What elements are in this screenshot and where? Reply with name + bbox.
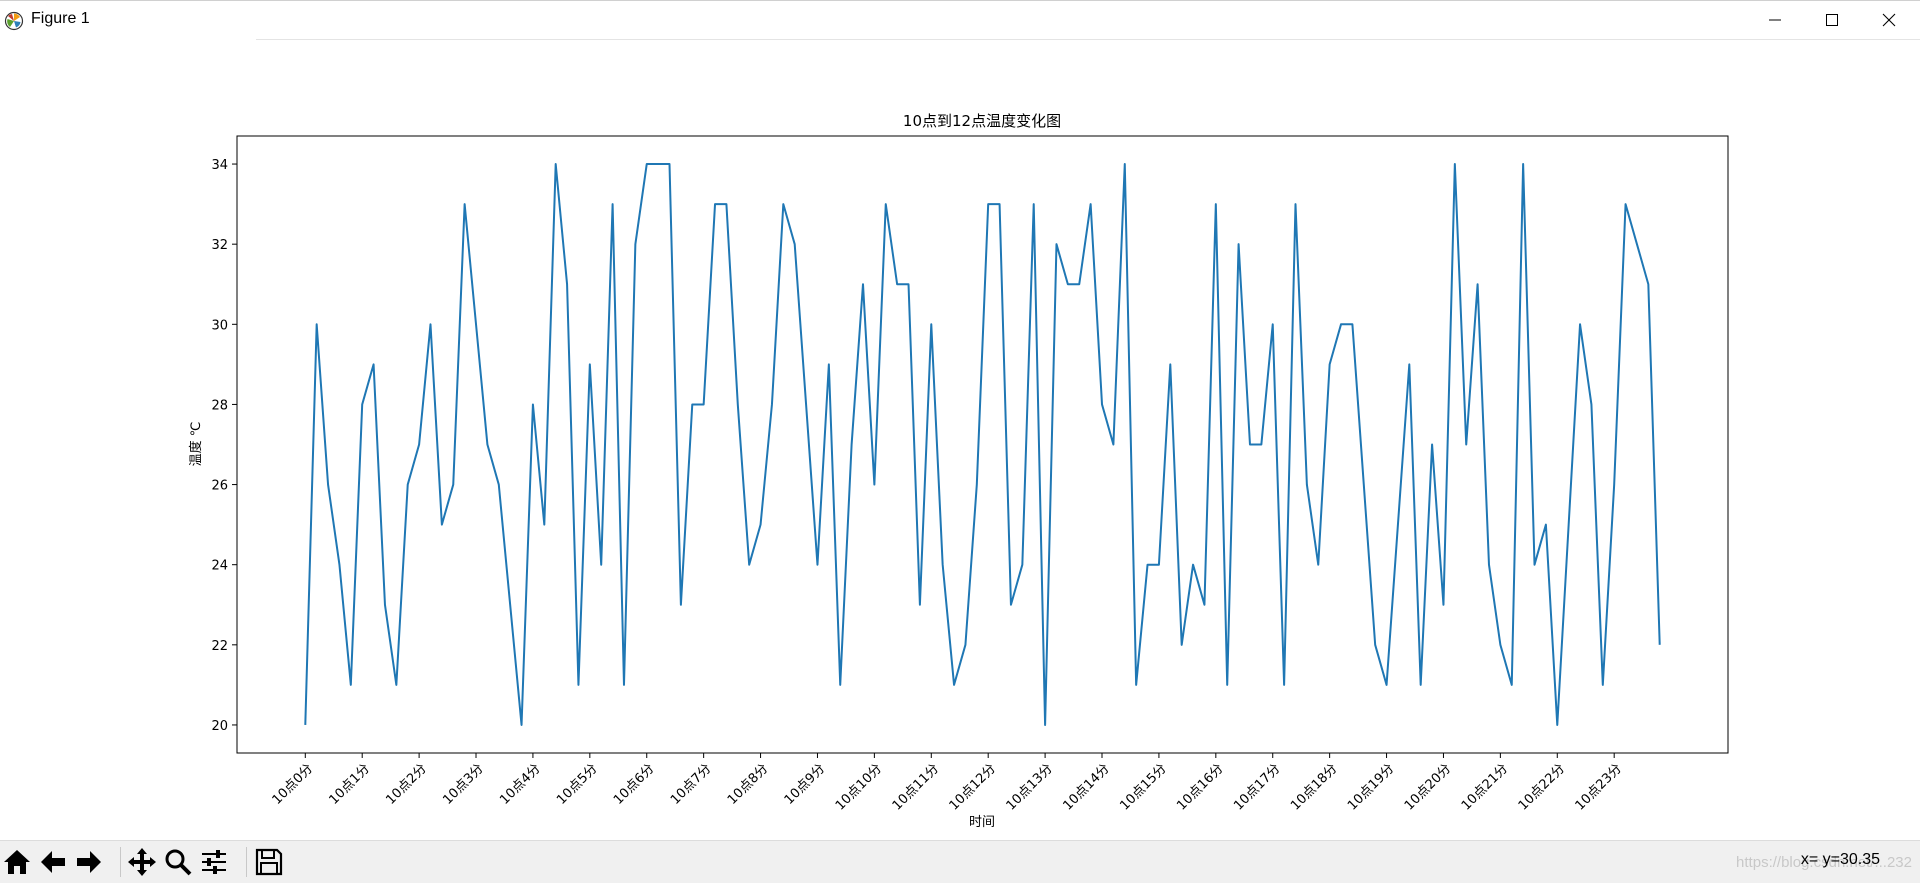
coordinate-readout: x= y=30.35 [1800,851,1880,868]
y-tick-label: 28 [211,398,228,413]
home-icon [4,850,30,874]
x-tick-label: 10点16分 [1174,761,1226,813]
x-tick-label: 10点8分 [725,761,772,808]
x-axis: 10点0分 10点1分 10点2分 10点3分 10点4分 10点5分 10点6分 10点7分… [270,753,1625,814]
x-tick-label: 10点20分 [1402,761,1454,813]
chart-title: 10点到12点温度变化图 [903,112,1061,130]
x-tick-label: 10点17分 [1231,761,1283,813]
y-tick-label: 30 [211,318,228,333]
close-icon [1882,13,1896,27]
home-button[interactable] [0,845,34,879]
x-tick-label: 10点22分 [1516,761,1568,813]
configure-subplots-button[interactable] [197,845,231,879]
x-axis-label: 时间 [969,815,995,830]
window-title: Figure 1 [31,10,90,27]
forward-button[interactable] [72,845,106,879]
save-button[interactable] [252,845,286,879]
pan-button[interactable] [125,845,159,879]
y-tick-label: 22 [211,639,228,654]
save-icon [255,848,283,876]
x-tick-label: 10点0分 [270,761,317,808]
maximize-icon [1826,14,1838,26]
x-tick-label: 10点9分 [782,761,829,808]
x-tick-label: 10点3分 [440,761,487,808]
window-titlebar: Figure 1 [0,0,1920,39]
maximize-button[interactable] [1804,1,1860,39]
x-tick-label: 10点19分 [1345,761,1397,813]
x-tick-label: 10点5分 [554,761,601,808]
x-tick-label: 10点23分 [1573,761,1625,813]
navigation-toolbar: https://blog.csdn.net/...232 x= y=30.35 [0,840,1920,883]
plot-frame [236,135,1729,754]
forward-icon [77,851,101,873]
zoom-icon [165,849,192,876]
y-tick-label: 24 [211,559,228,574]
toolbar-separator [246,847,247,877]
minimize-icon [1769,19,1781,21]
toolbar-separator [120,847,121,877]
y-axis-label: 温度 ℃ [188,422,204,467]
plot-series [304,163,1661,726]
x-tick-label: 10点10分 [833,761,885,813]
y-axis: 20 22 24 26 28 30 32 34 [211,158,237,734]
line-chart: 10点到12点温度变化图 温度 ℃ 时间 20 22 24 26 28 30 32 34 10… [188,112,1729,830]
matplotlib-logo-icon [4,11,24,31]
back-icon [41,851,65,873]
pan-icon [128,848,156,876]
y-tick-label: 26 [211,479,228,494]
back-button[interactable] [36,845,70,879]
x-tick-label: 10点4分 [497,761,544,808]
x-tick-label: 10点12分 [947,761,999,813]
figure-canvas[interactable]: 10点到12点温度变化图 温度 ℃ 时间 20 22 24 26 28 30 32 34 10… [0,40,1920,840]
x-tick-label: 10点1分 [326,761,373,808]
x-tick-label: 10点15分 [1117,761,1169,813]
x-tick-label: 10点11分 [890,761,942,813]
x-tick-label: 10点2分 [383,761,430,808]
y-tick-label: 20 [211,719,228,734]
x-tick-label: 10点18分 [1288,761,1340,813]
x-tick-label: 10点21分 [1459,761,1511,813]
x-tick-label: 10点7分 [668,761,715,808]
x-tick-label: 10点6分 [611,761,658,808]
close-button[interactable] [1861,1,1917,39]
minimize-button[interactable] [1747,1,1803,39]
titlebar-divider [256,39,1920,40]
configure-subplots-icon [202,850,226,874]
y-tick-label: 32 [211,238,228,253]
zoom-button[interactable] [161,845,195,879]
y-tick-label: 34 [211,158,228,173]
watermark-text: https://blog.csdn.net/...232 [1736,854,1912,871]
series-line [304,163,1661,726]
x-tick-label: 10点14分 [1060,761,1112,813]
x-tick-label: 10点13分 [1004,761,1056,813]
